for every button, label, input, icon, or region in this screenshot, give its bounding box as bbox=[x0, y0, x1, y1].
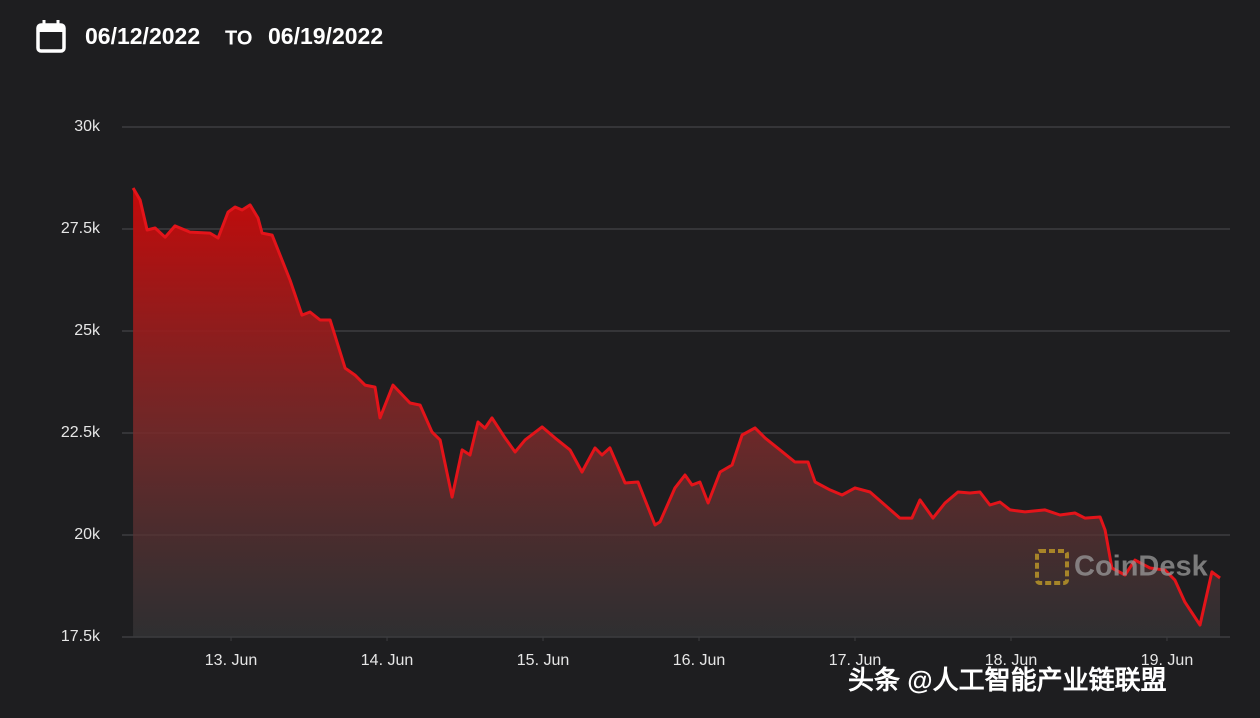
y-tick-label: 22.5k bbox=[61, 424, 101, 441]
date-to[interactable]: 06/19/2022 bbox=[268, 23, 383, 49]
y-tick-label: 25k bbox=[74, 322, 101, 339]
y-tick-label: 27.5k bbox=[61, 220, 101, 237]
y-tick-label: 17.5k bbox=[61, 628, 101, 645]
x-tick-label: 16. Jun bbox=[673, 652, 725, 669]
date-from[interactable]: 06/12/2022 bbox=[85, 23, 200, 49]
watermark-text: CoinDesk bbox=[1074, 551, 1209, 583]
y-tick-label: 20k bbox=[74, 526, 101, 543]
x-tick-label: 17. Jun bbox=[829, 652, 881, 669]
watermark: CoinDesk bbox=[1035, 549, 1209, 585]
calendar-icon[interactable] bbox=[36, 20, 66, 53]
footer-credit: 头条 @人工智能产业链联盟 bbox=[848, 665, 1167, 695]
date-separator: TO bbox=[225, 27, 252, 49]
price-line bbox=[131, 187, 1221, 627]
plot-area: 17.5k 20k 22.5k 25k 27.5k 30k 13. Jun 14. Jun 15… bbox=[61, 118, 1230, 669]
x-tick-label: 18. Jun bbox=[985, 652, 1037, 669]
x-tick-label: 14. Jun bbox=[361, 652, 413, 669]
x-tick-label: 15. Jun bbox=[517, 652, 569, 669]
area bbox=[133, 188, 1221, 637]
y-tick-label: 30k bbox=[74, 118, 101, 135]
x-tick-label: 19. Jun bbox=[1141, 652, 1193, 669]
x-tick-label: 13. Jun bbox=[205, 652, 257, 669]
